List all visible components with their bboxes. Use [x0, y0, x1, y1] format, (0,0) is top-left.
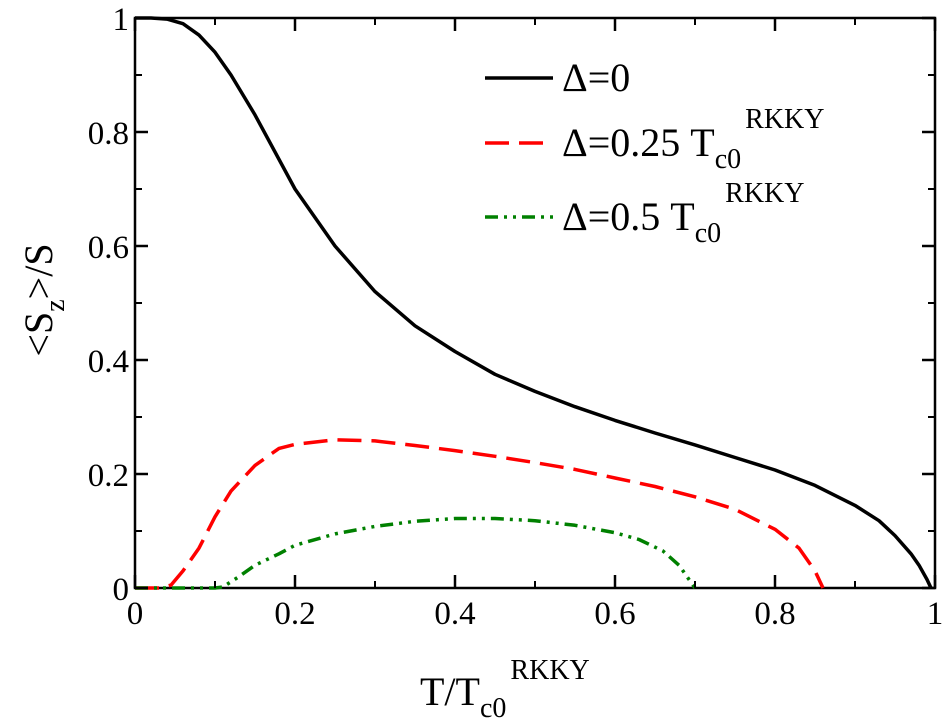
legend-label-1: Δ=0.25 Tc0RKKY: [562, 104, 825, 175]
x-tick-label: 0.4: [434, 596, 475, 632]
y-tick-label: 0.4: [88, 344, 129, 380]
legend-label-2: Δ=0.5 Tc0RKKY: [562, 178, 805, 249]
y-tick-label: 0: [113, 572, 130, 608]
x-tick-label: 0.8: [754, 596, 795, 632]
y-tick-label: 1: [113, 2, 130, 38]
y-axis-label: <Sz>/S: [16, 243, 71, 356]
y-tick-label: 0.2: [88, 458, 129, 494]
y-tick-label: 0.8: [88, 116, 129, 152]
curves: [135, 16, 933, 590]
axes: 0 0.2 0.4 0.6 0.8 1 0 0.2 0.4 0.6 0.8 1: [88, 2, 944, 632]
series-line-2: [135, 516, 697, 590]
x-tick-label: 1: [927, 596, 944, 632]
x-tick-label: 0: [127, 596, 144, 632]
y-tick-label: 0.6: [88, 230, 129, 266]
x-tick-label: 0.2: [274, 596, 315, 632]
series-line-1: [135, 438, 825, 590]
x-axis-label: T/Tc0RKKY: [420, 655, 590, 721]
series-line-0: [135, 16, 933, 589]
x-tick-label: 0.6: [594, 596, 635, 632]
legend-label-0: Δ=0: [562, 55, 630, 100]
